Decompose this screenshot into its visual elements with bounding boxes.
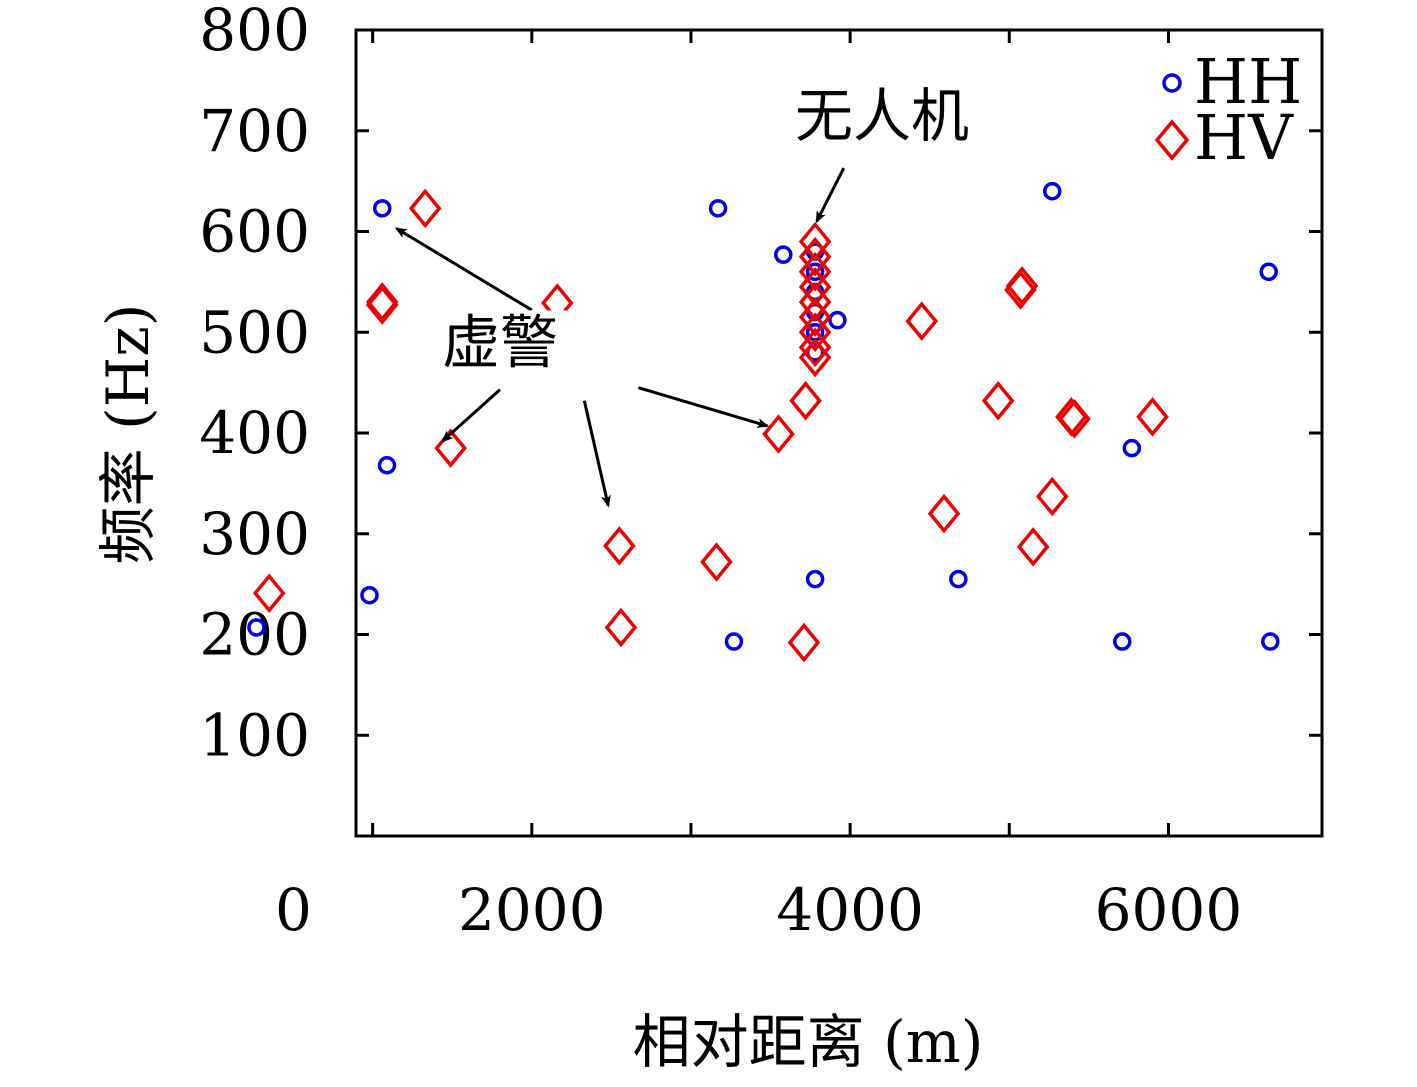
series-hh — [247, 181, 1280, 651]
legend-hv-marker — [1154, 119, 1190, 161]
hv-point — [798, 267, 832, 307]
hh-point — [805, 343, 825, 362]
hh-point — [805, 262, 825, 282]
y-tick-label: 100 — [199, 701, 310, 769]
hv-point — [1035, 476, 1069, 517]
hh-point — [1113, 632, 1132, 651]
y-tick-label: 500 — [199, 298, 310, 366]
hv-point — [798, 236, 832, 277]
hv-point — [798, 252, 832, 292]
annotation-arrow — [394, 227, 533, 312]
x-tick-labels: 0 2000 4000 6000 — [275, 876, 1242, 944]
hv-point — [1058, 399, 1091, 439]
annotation-arrow — [815, 167, 846, 224]
legend-hh-label: HH — [1194, 45, 1302, 118]
hv-point — [798, 312, 832, 353]
y-tick-label: 800 — [199, 0, 310, 64]
hv-point — [1004, 270, 1037, 310]
hh-point — [247, 618, 266, 637]
hv-point — [365, 282, 399, 322]
legend: HH HV — [1154, 45, 1302, 174]
hv-point — [408, 188, 442, 229]
annotation-arrow — [582, 400, 611, 508]
hv-point — [927, 493, 961, 534]
hv-point — [798, 297, 832, 337]
x-tick-label: 2000 — [458, 876, 606, 944]
x-tick-marks — [371, 30, 1170, 836]
hv-point — [798, 282, 832, 322]
x-axis-title: 相对距离 (m) — [633, 1008, 984, 1076]
y-tick-label: 300 — [199, 500, 310, 568]
hv-point — [798, 327, 832, 368]
hv-point — [700, 542, 733, 582]
x-tick-label: 4000 — [776, 876, 924, 944]
hv-point — [798, 337, 832, 378]
y-axis-title: 频率 (Hz) — [94, 304, 162, 565]
series-hv — [252, 188, 1169, 663]
hh-point — [377, 455, 397, 475]
hv-point — [789, 381, 822, 421]
hh-point — [805, 569, 825, 589]
hh-point — [1261, 632, 1280, 651]
hv-point — [603, 526, 636, 566]
y-tick-label: 700 — [199, 97, 310, 165]
hh-point — [1259, 262, 1278, 282]
annotation-backdrop — [811, 83, 952, 148]
annotation-arrow — [638, 386, 770, 428]
annotation-label: 虚警 — [442, 308, 558, 376]
plot-frame — [354, 28, 1324, 838]
hv-point — [762, 414, 795, 454]
hh-point — [708, 199, 728, 218]
hv-point — [798, 221, 832, 262]
x-tick-label: 0 — [275, 876, 312, 944]
annotation-backdrop — [429, 310, 570, 375]
hh-point — [949, 569, 968, 589]
legend-hh-marker — [1162, 73, 1182, 93]
hh-point — [372, 199, 392, 218]
y-tick-label: 400 — [199, 399, 310, 467]
hh-point — [1043, 181, 1062, 201]
hh-point — [774, 245, 793, 264]
hv-point — [604, 607, 638, 648]
legend-hv-label: HV — [1194, 101, 1294, 174]
hv-point — [981, 381, 1015, 421]
y-tick-label: 600 — [199, 198, 310, 266]
hv-point — [1016, 527, 1050, 567]
hh-point — [828, 310, 847, 330]
hh-point — [724, 632, 744, 651]
hh-point — [360, 585, 379, 605]
annotation-label: 无人机 — [795, 82, 969, 150]
hv-point — [1136, 397, 1169, 437]
hv-point — [252, 573, 286, 613]
hh-point — [1122, 438, 1142, 458]
hv-point — [434, 428, 467, 468]
x-tick-label: 6000 — [1095, 876, 1243, 944]
annotation-arrow — [441, 388, 501, 443]
hv-point — [365, 285, 399, 325]
hv-point — [905, 301, 939, 341]
hv-point — [787, 622, 821, 663]
